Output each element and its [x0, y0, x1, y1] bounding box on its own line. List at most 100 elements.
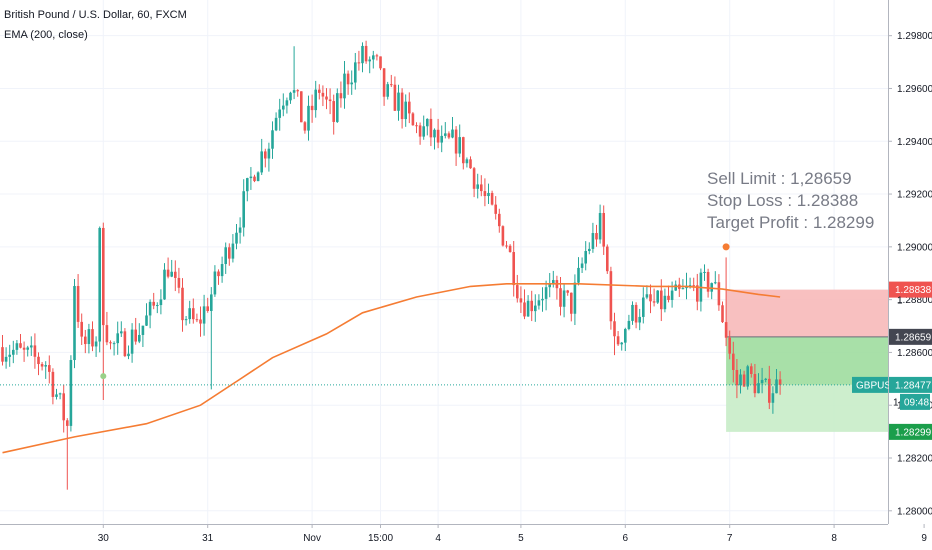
candle-body [177, 277, 181, 288]
candle-body [681, 288, 685, 290]
candle-body [246, 178, 249, 192]
candle-body [271, 130, 274, 149]
candle-body [354, 62, 357, 83]
candle-body [620, 342, 623, 345]
price-tick-label: 1.28800 [897, 295, 932, 306]
candle-body [321, 92, 325, 97]
candle-body [98, 227, 101, 342]
candle-body [159, 299, 163, 306]
candle-body [332, 101, 335, 122]
candle-body [296, 90, 299, 92]
candle-body [624, 328, 627, 343]
candle-body [148, 301, 152, 316]
candle-body [580, 263, 584, 268]
candle-body [238, 227, 242, 233]
candle-body [166, 269, 170, 277]
candle-body [462, 137, 465, 164]
candle-body [616, 336, 620, 345]
candle-body [584, 251, 587, 264]
candle-body [652, 301, 656, 303]
candle-body [368, 59, 371, 62]
candle-body [141, 325, 145, 335]
candle-body [390, 84, 393, 86]
candle-body [303, 122, 307, 131]
candle-body [598, 213, 602, 240]
candle-body [404, 101, 407, 120]
candle-body [364, 45, 368, 62]
chart-title: British Pound / U.S. Dollar, 60, FXCM [4, 9, 187, 21]
candle-body [231, 243, 235, 259]
candle-body [184, 319, 188, 321]
candle-body [472, 168, 476, 189]
candle-body [325, 96, 328, 100]
candle-body [22, 347, 26, 350]
candle-body [537, 300, 541, 306]
candle-body [249, 176, 253, 179]
stop-price-tag: 1.28838 [895, 285, 932, 296]
candle-body [501, 226, 505, 246]
candle-body [289, 92, 292, 101]
candle-body [199, 319, 202, 324]
candle-body [350, 82, 353, 85]
candle-body [300, 91, 303, 123]
candle-body [530, 300, 533, 312]
signal-marker [100, 373, 107, 380]
candle-body [256, 172, 260, 182]
price-tick-label: 1.28600 [897, 348, 932, 359]
candle-body [656, 290, 659, 303]
candle-body [674, 284, 677, 291]
entry-price-tag-bg [889, 328, 932, 345]
candle-body [339, 93, 343, 99]
candle-body [26, 347, 29, 350]
price-tick-label: 1.29000 [897, 242, 932, 253]
candle-body [728, 337, 731, 354]
candle-body [696, 285, 699, 302]
candle-body [638, 316, 641, 323]
candle-body [451, 129, 454, 138]
candle-body [145, 315, 148, 326]
candle-body [51, 371, 55, 397]
candle-body [548, 283, 551, 288]
candle-body [778, 379, 782, 385]
candle-body [631, 304, 634, 321]
candle-body [202, 306, 206, 324]
candle-body [112, 343, 116, 345]
candle-body [688, 285, 692, 287]
candle-body [764, 378, 767, 380]
candle-body [613, 321, 616, 337]
candle-body [476, 184, 479, 189]
time-tick-label: 9 [921, 533, 927, 544]
candle-body [134, 329, 137, 342]
candle-body [469, 159, 472, 169]
candle-body [544, 287, 548, 299]
candle-body [15, 343, 19, 350]
profit-zone-active [726, 336, 888, 385]
candle-body [426, 118, 429, 127]
candle-body [19, 343, 22, 348]
time-tick-label: 4 [435, 533, 441, 544]
target-price-tag: 1.28299 [895, 427, 932, 438]
candle-body [516, 285, 519, 299]
candle-body [627, 320, 631, 329]
candle-body [703, 271, 706, 273]
candle-body [343, 73, 346, 99]
candle-body [588, 248, 591, 252]
candle-body [120, 331, 123, 334]
time-tick-label: 7 [727, 533, 733, 544]
symbol-tag-bg [852, 376, 888, 393]
candle-body [109, 342, 112, 344]
time-tick-label: 8 [831, 533, 837, 544]
candle-body [523, 302, 526, 317]
candle-body [440, 135, 443, 143]
candle-body [123, 331, 127, 357]
candle-body [454, 129, 458, 154]
candle-body [267, 148, 271, 159]
candle-body [429, 118, 433, 138]
time-tick-label: 5 [518, 533, 524, 544]
price-tick-label: 1.29400 [897, 137, 932, 148]
candle-body [552, 280, 555, 284]
time-tick-label: 6 [623, 533, 629, 544]
candle-body [415, 125, 418, 127]
candle-body [490, 192, 494, 205]
